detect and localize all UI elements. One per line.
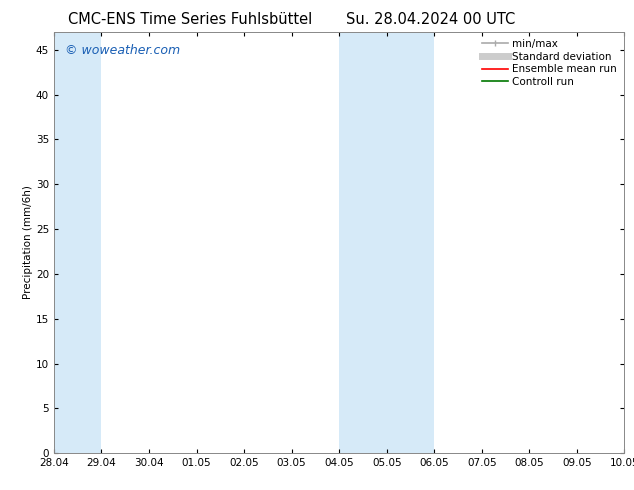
Text: © woweather.com: © woweather.com [65,45,181,57]
Text: Su. 28.04.2024 00 UTC: Su. 28.04.2024 00 UTC [347,12,515,27]
Y-axis label: Precipitation (mm/6h): Precipitation (mm/6h) [23,186,33,299]
Legend: min/max, Standard deviation, Ensemble mean run, Controll run: min/max, Standard deviation, Ensemble me… [480,37,619,89]
Bar [339,32,434,453]
Text: CMC-ENS Time Series Fuhlsbüttel: CMC-ENS Time Series Fuhlsbüttel [68,12,313,27]
Bar [54,32,101,453]
